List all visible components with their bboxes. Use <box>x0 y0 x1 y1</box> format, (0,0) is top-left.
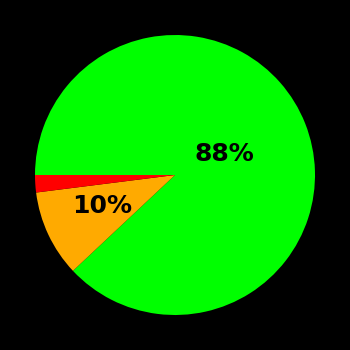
Wedge shape <box>36 175 175 271</box>
Text: 10%: 10% <box>72 194 132 218</box>
Text: 88%: 88% <box>194 142 254 166</box>
Wedge shape <box>35 35 315 315</box>
Wedge shape <box>35 175 175 192</box>
